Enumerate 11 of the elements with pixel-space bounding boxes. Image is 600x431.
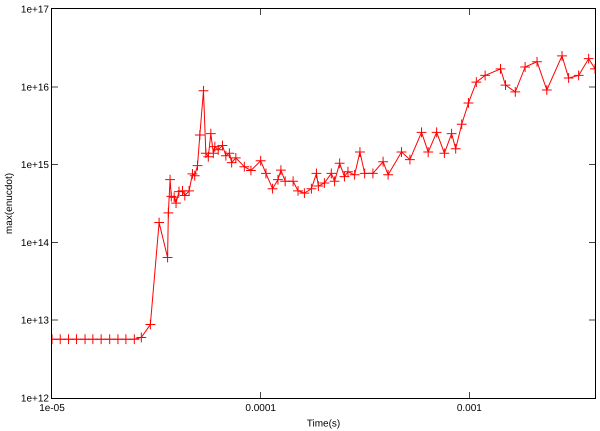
x-axis-title: Time(s)	[306, 418, 340, 430]
y-tick-label: 1e+16	[20, 82, 50, 94]
y-axis-title: max(enucdot)	[4, 172, 15, 234]
y-tick-label: 1e+14	[20, 238, 50, 249]
y-tick-label: 1e+12	[20, 394, 50, 404]
y-tick-label: 1e+15	[20, 160, 50, 172]
x-tick-label: 1e-05	[39, 403, 66, 414]
y-tick-label: 1e+17	[20, 4, 50, 16]
x-tick-label: 0.001	[456, 403, 482, 414]
y-tick-label: 1e+13	[20, 316, 50, 327]
x-tick-label: 0.0001	[245, 403, 276, 414]
